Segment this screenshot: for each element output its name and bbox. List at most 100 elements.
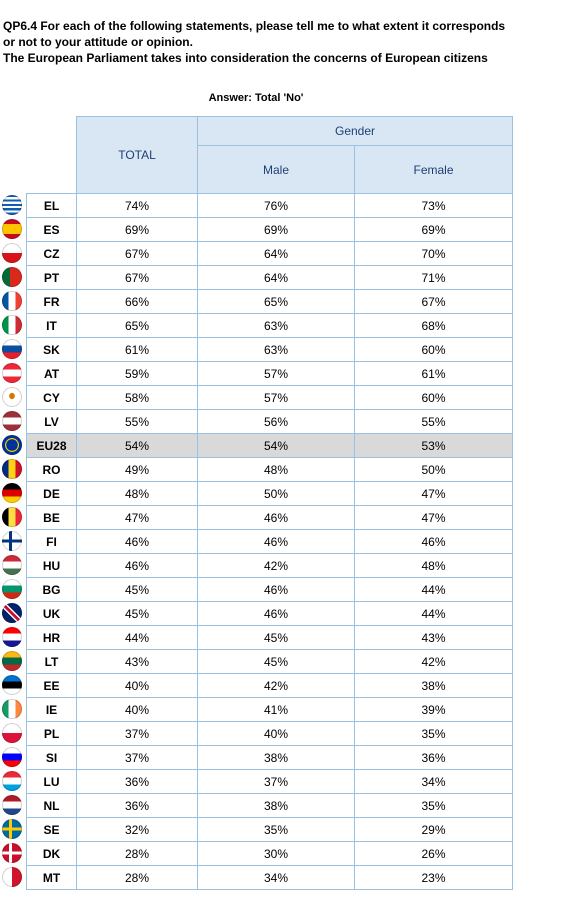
country-code: EU28 (26, 433, 77, 458)
table-row: PL 37% 40% 35% (26, 721, 513, 746)
value-total: 40% (76, 673, 198, 698)
value-female: 47% (354, 481, 513, 506)
value-total: 45% (76, 577, 198, 602)
country-code: FR (26, 289, 77, 314)
header-male: Male (197, 145, 355, 194)
value-male: 48% (197, 457, 355, 482)
country-code: RO (26, 457, 77, 482)
table-row: FI 46% 46% 46% (26, 529, 513, 554)
table-row: NL 36% 38% 35% (26, 793, 513, 818)
flag-be-icon (2, 507, 22, 527)
flag-se-icon (2, 819, 22, 839)
value-male: 57% (197, 385, 355, 410)
value-total: 66% (76, 289, 198, 314)
title-line: QP6.4 For each of the following statemen… (3, 19, 506, 33)
table-row: CY 58% 57% 60% (26, 385, 513, 410)
country-code: HU (26, 553, 77, 578)
value-total: 58% (76, 385, 198, 410)
country-code: EE (26, 673, 77, 698)
table-row: UK 45% 46% 44% (26, 601, 513, 626)
country-code: PT (26, 265, 77, 290)
value-total: 28% (76, 865, 198, 890)
country-code: IT (26, 313, 77, 338)
flag-pl-icon (2, 723, 22, 743)
question-title: QP6.4 For each of the following statemen… (3, 18, 573, 66)
value-total: 28% (76, 841, 198, 866)
flag-es-icon (2, 219, 22, 239)
value-total: 47% (76, 505, 198, 530)
value-male: 40% (197, 721, 355, 746)
table-row: RO 49% 48% 50% (26, 457, 513, 482)
value-female: 68% (354, 313, 513, 338)
value-total: 45% (76, 601, 198, 626)
table-row: HR 44% 45% 43% (26, 625, 513, 650)
flag-fi-icon (2, 531, 22, 551)
flag-fr-icon (2, 291, 22, 311)
table-row: LT 43% 45% 42% (26, 649, 513, 674)
table-row: EE 40% 42% 38% (26, 673, 513, 698)
value-total: 43% (76, 649, 198, 674)
table-row: CZ 67% 64% 70% (26, 241, 513, 266)
country-code: SI (26, 745, 77, 770)
flag-sk-icon (2, 339, 22, 359)
value-male: 46% (197, 505, 355, 530)
value-female: 36% (354, 745, 513, 770)
value-total: 44% (76, 625, 198, 650)
value-female: 34% (354, 769, 513, 794)
value-male: 30% (197, 841, 355, 866)
results-table: TOTAL Gender Male Female EL 74% 76% 73% ES 69… (26, 116, 513, 890)
country-code: NL (26, 793, 77, 818)
value-male: 65% (197, 289, 355, 314)
value-male: 45% (197, 625, 355, 650)
value-female: 23% (354, 865, 513, 890)
flag-ee-icon (2, 675, 22, 695)
value-total: 36% (76, 793, 198, 818)
table-row: EL 74% 76% 73% (26, 193, 513, 218)
flag-ie-icon (2, 699, 22, 719)
table-row: FR 66% 65% 67% (26, 289, 513, 314)
value-total: 37% (76, 745, 198, 770)
table-row: PT 67% 64% 71% (26, 265, 513, 290)
flag-it-icon (2, 315, 22, 335)
value-female: 53% (354, 433, 513, 458)
table-row: SI 37% 38% 36% (26, 745, 513, 770)
value-female: 46% (354, 529, 513, 554)
value-total: 49% (76, 457, 198, 482)
country-code: DK (26, 841, 77, 866)
country-code: LV (26, 409, 77, 434)
flag-bg-icon (2, 579, 22, 599)
table-row: IE 40% 41% 39% (26, 697, 513, 722)
value-total: 59% (76, 361, 198, 386)
flag-lu-icon (2, 771, 22, 791)
country-code: LT (26, 649, 77, 674)
value-male: 45% (197, 649, 355, 674)
value-female: 48% (354, 553, 513, 578)
value-female: 35% (354, 793, 513, 818)
flag-hr-icon (2, 627, 22, 647)
value-total: 67% (76, 241, 198, 266)
table-row: LU 36% 37% 34% (26, 769, 513, 794)
table-row: BE 47% 46% 47% (26, 505, 513, 530)
country-code: SE (26, 817, 77, 842)
flag-el-icon (2, 195, 22, 215)
table-row: IT 65% 63% 68% (26, 313, 513, 338)
value-female: 60% (354, 385, 513, 410)
country-code: CY (26, 385, 77, 410)
flag-lt-icon (2, 651, 22, 671)
flag-cz-icon (2, 243, 22, 263)
value-male: 38% (197, 793, 355, 818)
value-total: 69% (76, 217, 198, 242)
value-total: 74% (76, 193, 198, 218)
table-row: AT 59% 57% 61% (26, 361, 513, 386)
flag-ro-icon (2, 459, 22, 479)
value-female: 55% (354, 409, 513, 434)
value-total: 32% (76, 817, 198, 842)
value-male: 38% (197, 745, 355, 770)
value-total: 55% (76, 409, 198, 434)
table-row: MT 28% 34% 23% (26, 865, 513, 890)
flag-cy-icon (2, 387, 22, 407)
value-female: 39% (354, 697, 513, 722)
table-row: HU 46% 42% 48% (26, 553, 513, 578)
country-code: ES (26, 217, 77, 242)
country-code: BE (26, 505, 77, 530)
